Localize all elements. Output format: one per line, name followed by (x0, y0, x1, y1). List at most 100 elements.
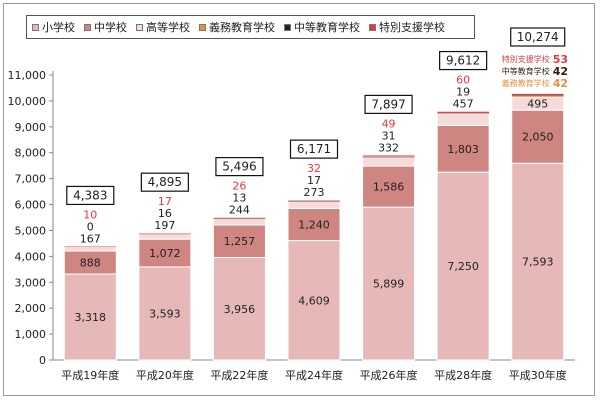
data-label: 49 (382, 117, 396, 130)
data-label: 1,257 (224, 235, 256, 248)
data-label: 273 (304, 186, 325, 199)
data-label: 4,609 (298, 294, 330, 307)
data-label: 3,956 (224, 303, 256, 316)
data-label: 60 (456, 74, 470, 87)
data-label: 19 (456, 86, 470, 99)
annotation-label: 義務教育学校 (502, 78, 550, 88)
bar-segment (511, 95, 564, 97)
data-label: 2,050 (522, 131, 554, 144)
bar-segment (287, 240, 341, 361)
total-label: 9,612 (446, 54, 480, 68)
data-label: 244 (229, 204, 250, 217)
data-label: 7,593 (522, 256, 554, 269)
chart-legend: 小学校 中学校 高等学校 義務教育学校 中等教育学校 特別支援学校 (26, 15, 475, 39)
total-label: 10,274 (517, 30, 559, 44)
data-label: 0 (87, 220, 94, 233)
data-label: 10 (83, 208, 97, 221)
data-label: 13 (232, 192, 246, 205)
annotation-label: 特別支援学校 (502, 54, 550, 64)
bar-segment (511, 162, 565, 361)
data-label: 197 (154, 219, 175, 232)
legend-label: 特別支援学校 (379, 21, 445, 34)
y-tick-label: 9,000 (15, 121, 47, 134)
x-tick-label: 平成24年度 (285, 368, 343, 382)
bar-segment (213, 217, 266, 219)
bar-segment (64, 246, 117, 248)
annotation-value: 42 (553, 77, 568, 90)
y-tick-label: 8,000 (15, 147, 47, 160)
bar-segment (287, 200, 341, 209)
legend-swatch (369, 23, 376, 31)
bar-segment (138, 233, 192, 235)
bar-segment (287, 199, 341, 202)
total-label: 6,171 (297, 142, 331, 156)
data-label: 1,072 (149, 247, 181, 260)
y-tick-label: 10,000 (8, 95, 47, 108)
x-tick-label: 平成20年度 (136, 368, 194, 382)
legend-item: 中等教育学校 (284, 19, 360, 35)
bar-segment (212, 257, 266, 361)
bar-segment (436, 111, 490, 114)
bar-segment (138, 238, 192, 268)
data-label: 167 (80, 232, 101, 245)
y-tick-label: 4,000 (15, 250, 47, 263)
data-label: 7,250 (447, 260, 479, 273)
bar-segment (362, 156, 416, 167)
total-box (66, 185, 115, 206)
legend-item: 小学校 (32, 19, 75, 35)
bar-segment (63, 273, 117, 361)
legend-label: 義務教育学校 (209, 21, 275, 34)
y-tick-label: 7,000 (15, 173, 47, 186)
y-tick-label: 3,000 (15, 276, 47, 289)
legend-label: 高等学校 (146, 21, 190, 34)
annotation-value: 53 (553, 53, 568, 66)
legend-item: 義務教育学校 (199, 19, 275, 35)
data-label: 32 (307, 162, 321, 175)
total-label: 5,496 (222, 160, 256, 174)
data-label: 5,899 (373, 278, 405, 291)
total-label: 4,895 (148, 175, 182, 189)
x-tick-label: 平成19年度 (61, 368, 119, 382)
bar-segment (436, 171, 490, 361)
data-label: 332 (378, 141, 399, 154)
data-label: 16 (158, 207, 172, 220)
legend-label: 小学校 (42, 21, 75, 34)
bar-segment (362, 155, 415, 157)
total-box (364, 94, 413, 114)
total-label: 7,897 (371, 97, 405, 111)
y-tick-label: 5,000 (15, 224, 47, 237)
data-label: 1,240 (298, 219, 330, 232)
bar-segment (212, 224, 266, 259)
data-label: 1,586 (373, 181, 405, 194)
bar-segment (511, 109, 565, 164)
data-label: 31 (382, 129, 396, 142)
total-box (439, 50, 488, 71)
legend-swatch (32, 23, 39, 31)
bar-segment (436, 124, 490, 173)
legend-label: 中等教育学校 (294, 21, 360, 34)
x-tick-label: 平成30年度 (509, 368, 567, 382)
data-label: 3,593 (149, 307, 181, 320)
data-label: 26 (232, 180, 246, 193)
legend-swatch (136, 23, 143, 31)
data-label: 17 (307, 174, 321, 187)
bar-segment (138, 266, 192, 361)
total-box (289, 139, 339, 159)
x-tick-label: 平成28年度 (434, 368, 492, 382)
bar-segment (436, 113, 490, 126)
legend-swatch (199, 23, 206, 31)
legend-item: 特別支援学校 (369, 19, 445, 35)
x-tick-label: 平成26年度 (360, 368, 418, 382)
data-label: 888 (80, 257, 101, 270)
legend-label: 中学校 (94, 21, 127, 34)
total-box (140, 172, 189, 192)
legend-swatch (284, 23, 291, 31)
y-tick-label: 6,000 (15, 199, 47, 212)
total-box (215, 157, 264, 177)
bar-segment (511, 93, 564, 96)
legend-item: 中学校 (84, 19, 127, 35)
bar-segment (287, 207, 341, 242)
annotation-label: 中等教育学校 (502, 66, 550, 76)
annotation-value: 42 (553, 65, 568, 78)
